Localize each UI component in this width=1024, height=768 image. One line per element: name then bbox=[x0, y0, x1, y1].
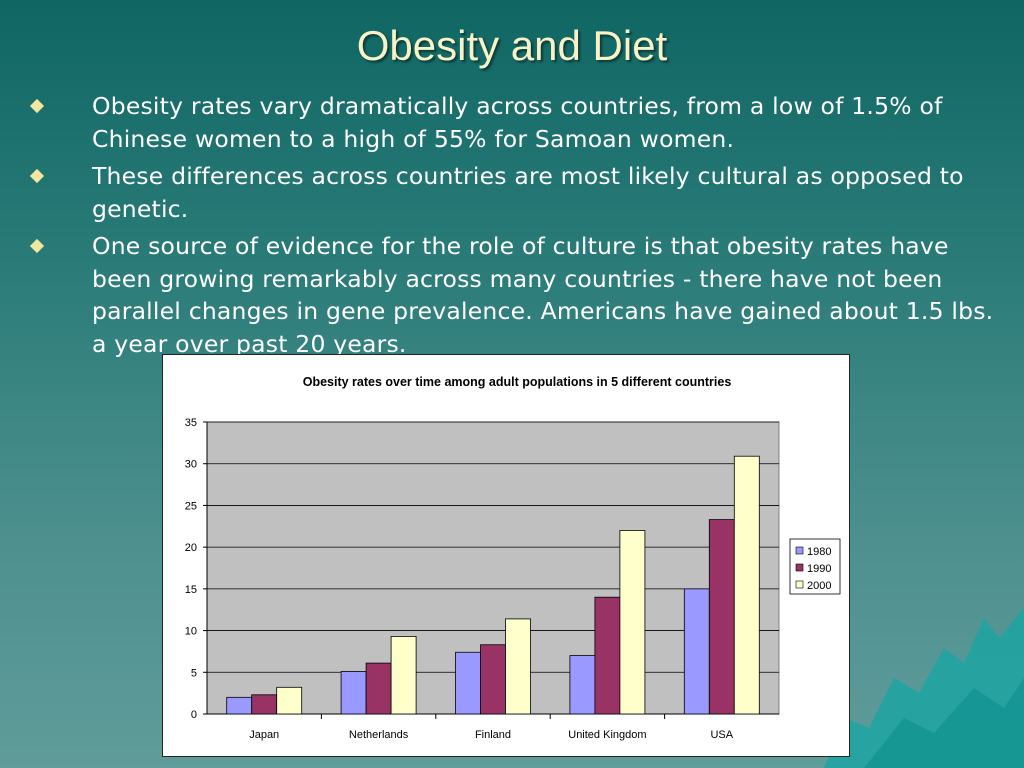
chart-title: Obesity rates over time among adult popu… bbox=[303, 375, 732, 389]
y-tick-label: 5 bbox=[191, 667, 197, 679]
bullet-item: Obesity rates vary dramatically across c… bbox=[28, 90, 1013, 155]
slide-title: Obesity and Diet bbox=[356, 22, 668, 69]
bar-2000-finland bbox=[505, 618, 531, 715]
bar-1980-united-kingdom bbox=[569, 655, 596, 715]
legend-swatch bbox=[795, 563, 804, 572]
x-tick-label: USA bbox=[710, 729, 733, 741]
y-tick-label: 25 bbox=[185, 500, 197, 512]
legend-swatch bbox=[795, 580, 804, 589]
legend-label: 1980 bbox=[807, 546, 831, 558]
bullet-text: These differences across countries are m… bbox=[92, 162, 964, 223]
legend-label: 2000 bbox=[807, 580, 831, 592]
chart-container: Obesity rates over time among adult popu… bbox=[162, 354, 850, 757]
bar-1990-usa bbox=[708, 519, 735, 715]
bar-2000-netherlands bbox=[390, 636, 417, 715]
bullet-list: Obesity rates vary dramatically across c… bbox=[28, 90, 1013, 365]
bar-1980-japan bbox=[226, 696, 253, 715]
legend-label: 1990 bbox=[807, 563, 831, 575]
bar-2000-usa bbox=[733, 455, 760, 715]
y-tick-label: 15 bbox=[185, 584, 197, 596]
y-tick-label: 35 bbox=[185, 417, 197, 429]
diamond-bullet-icon bbox=[29, 238, 45, 254]
bullet-text: One source of evidence for the role of c… bbox=[92, 232, 994, 358]
diamond-bullet-icon bbox=[29, 168, 45, 184]
bullet-text: Obesity rates vary dramatically across c… bbox=[92, 92, 943, 153]
bullet-item: These differences across countries are m… bbox=[28, 160, 1013, 225]
y-tick-label: 10 bbox=[185, 626, 197, 638]
bar-1980-usa bbox=[683, 588, 710, 715]
bar-1980-netherlands bbox=[340, 671, 367, 715]
x-tick-label: Netherlands bbox=[349, 729, 409, 741]
bar-1980-finland bbox=[455, 651, 481, 715]
bar-1990-japan bbox=[251, 694, 278, 715]
bar-2000-united-kingdom bbox=[619, 530, 646, 715]
bar-chart: Obesity rates over time among adult popu… bbox=[185, 375, 841, 741]
diamond-bullet-icon bbox=[29, 98, 45, 114]
y-tick-label: 0 bbox=[191, 709, 197, 721]
x-tick-label: Japan bbox=[249, 729, 279, 741]
bullet-item: One source of evidence for the role of c… bbox=[28, 230, 1013, 360]
x-tick-label: Finland bbox=[475, 729, 511, 741]
bar-1990-netherlands bbox=[365, 662, 392, 715]
bar-1990-finland bbox=[480, 644, 506, 715]
bar-2000-japan bbox=[276, 686, 303, 715]
y-tick-label: 20 bbox=[185, 542, 197, 554]
bar-1990-united-kingdom bbox=[594, 596, 621, 715]
legend-swatch bbox=[795, 546, 804, 555]
x-tick-label: United Kingdom bbox=[568, 729, 646, 741]
y-tick-label: 30 bbox=[185, 459, 197, 471]
mountain-decoration bbox=[824, 608, 1024, 768]
